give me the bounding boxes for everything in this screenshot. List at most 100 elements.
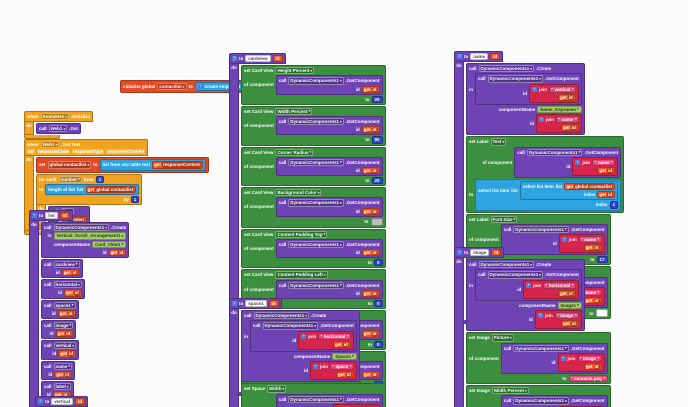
get-variable-block[interactable]: get global contactlist bbox=[85, 185, 137, 193]
get-variable-block[interactable]: get id bbox=[361, 207, 380, 215]
get-variable-block[interactable]: get id bbox=[558, 289, 576, 297]
get-variable-block[interactable]: get id bbox=[361, 166, 380, 175]
get-variable-block[interactable]: get id bbox=[61, 269, 80, 277]
text-string-block[interactable]: “ contacts.png ” bbox=[568, 375, 608, 383]
text-string-block[interactable]: “ space ” bbox=[330, 363, 354, 371]
dropdown-field[interactable]: DynamicComponents1▾ bbox=[253, 312, 310, 320]
dropdown-field[interactable]: DynamicComponents1▾ bbox=[513, 397, 569, 405]
dropdown-field[interactable]: global contactlist ▾ bbox=[47, 161, 92, 169]
variable-dropdown[interactable]: id bbox=[371, 290, 378, 296]
number-block[interactable]: 17 bbox=[596, 256, 608, 264]
number-block[interactable]: 20 bbox=[371, 177, 383, 185]
get-variable-block[interactable]: get responseContent bbox=[152, 161, 203, 169]
initialize-global-contactlist[interactable]: initialize global contactlist ▾ to + create e… bbox=[120, 80, 247, 94]
procedure-name-field[interactable]: image bbox=[470, 249, 490, 257]
parameter-chip[interactable]: id bbox=[490, 53, 501, 61]
get-variable-block[interactable]: get id bbox=[361, 249, 380, 257]
dropdown-field[interactable]: Font Size ▾ bbox=[490, 215, 518, 223]
dropdown-field[interactable]: label ▾ bbox=[53, 382, 71, 391]
mutator-icon[interactable]: + bbox=[526, 281, 532, 288]
join-text-block[interactable]: + join “ horizontal ” get id bbox=[298, 330, 354, 350]
get-variable-block[interactable]: get id bbox=[58, 350, 77, 358]
number-block[interactable]: 1 bbox=[609, 201, 619, 209]
dropdown-field[interactable]: Content Padding Left ▾ bbox=[275, 271, 328, 279]
text-string-block[interactable]: “ vertical ” bbox=[549, 85, 576, 93]
dropdown-field[interactable]: DynamicComponents1▾ bbox=[288, 77, 344, 85]
procedure-icon[interactable]: ? bbox=[232, 55, 237, 62]
mutator-icon[interactable]: + bbox=[532, 85, 538, 92]
get-variable-block[interactable]: get id bbox=[64, 289, 82, 297]
component-block[interactable]: Name_Kaysaeen ▾ bbox=[537, 105, 582, 114]
procedure-vertical-partial[interactable]: ?toverticaliddocallDynamicComponents1▾.C… bbox=[35, 396, 135, 407]
dropdown-field[interactable]: Content Padding Top ▾ bbox=[275, 230, 328, 238]
dynamiccomponents-getcomponent-block[interactable]: callDynamicComponents1▾.GetComponentid+j… bbox=[500, 395, 608, 407]
dropdown-field[interactable]: Web1 ▾ bbox=[48, 125, 68, 133]
get-variable-block[interactable]: get id bbox=[597, 191, 616, 199]
variable-dropdown[interactable]: responseContent bbox=[161, 162, 201, 168]
dropdown-field[interactable]: DynamicComponents1▾ bbox=[53, 224, 110, 232]
procedure-list[interactable]: ? to list id do call DynamicComponents1 ▾ .Creat… bbox=[29, 210, 130, 407]
variable-dropdown[interactable]: id bbox=[345, 372, 352, 378]
dropdown-field[interactable]: DynamicComponents1▾ bbox=[288, 158, 344, 166]
mutator-icon[interactable]: + bbox=[537, 312, 543, 319]
mutator-icon[interactable]: + bbox=[575, 159, 581, 165]
parameter-chip[interactable]: id bbox=[59, 212, 70, 220]
dropdown-field[interactable]: horizontal ▾ bbox=[53, 281, 82, 289]
dropdown-field[interactable]: space1 ▾ bbox=[53, 301, 76, 309]
mutator-icon[interactable]: + bbox=[560, 355, 566, 361]
dynamiccomponents-create-block[interactable]: call DynamicComponents1 ▾ .Create in call Dyna… bbox=[241, 310, 360, 383]
color-block[interactable] bbox=[370, 217, 383, 226]
join-text-block[interactable]: + join “ horizontal ” get id bbox=[523, 279, 579, 299]
procedure-icon[interactable]: ? bbox=[457, 249, 462, 256]
mutator-icon[interactable]: + bbox=[301, 332, 307, 339]
procedure-list-block[interactable]: ? to list id do call DynamicComponents1 ▾ .Creat… bbox=[29, 210, 130, 407]
variable-dropdown[interactable]: id bbox=[593, 363, 600, 370]
dropdown-field[interactable]: Width ▾ bbox=[267, 385, 287, 393]
mutator-icon[interactable]: + bbox=[539, 116, 545, 123]
variable-dropdown[interactable]: id bbox=[62, 392, 69, 398]
mutator-icon[interactable]: + bbox=[561, 236, 567, 242]
call-web-get-block[interactable]: call Web1 ▾ .Get bbox=[36, 123, 81, 135]
procedure-vertical-block[interactable]: ?toverticaliddocallDynamicComponents1▾.C… bbox=[35, 396, 135, 407]
set-global-contactlist-block[interactable]: set global contactlist ▾ to list from csv ta… bbox=[36, 157, 209, 173]
variable-dropdown[interactable]: id bbox=[65, 331, 72, 337]
variable-dropdown[interactable]: id bbox=[68, 351, 75, 357]
get-variable-block[interactable]: get id bbox=[361, 289, 380, 297]
dropdown-field[interactable]: Width Percent ▾ bbox=[275, 107, 313, 116]
variable-dropdown[interactable]: id bbox=[371, 372, 378, 378]
variable-dropdown[interactable]: id bbox=[593, 297, 600, 304]
mutator-icon[interactable]: + bbox=[313, 363, 319, 370]
call-vertical-block[interactable]: call vertical ▾ id get id bbox=[41, 340, 80, 360]
set-cardview-width-percent-block[interactable]: set Card View Width Percent ▾ of component c… bbox=[241, 105, 386, 146]
text-string-block[interactable]: “ horizontal ” bbox=[318, 332, 351, 340]
call-horizontal-block[interactable]: call horizontal ▾ id get id bbox=[41, 279, 85, 299]
text-string-block[interactable]: “ image ” bbox=[554, 312, 579, 320]
procedure-cardview[interactable]: ? to cardview id do set Card View Height Perce… bbox=[229, 53, 386, 396]
dropdown-field[interactable]: DynamicComponents1▾ bbox=[526, 148, 583, 156]
when-screen-initialize-block[interactable]: when Kontakte1 ▾ .Initialize do call Web1 ▾ .Get bbox=[24, 111, 94, 140]
component-block[interactable]: Space1 ▾ bbox=[332, 352, 357, 361]
variable-dropdown[interactable]: id bbox=[593, 245, 600, 251]
initialize-global-block[interactable]: initialize global contactlist ▾ to + create e… bbox=[120, 80, 247, 94]
procedure-icon[interactable]: ? bbox=[232, 300, 237, 307]
dynamiccomponents-create-block[interactable]: call DynamicComponents1 ▾ .Create in call Dyna… bbox=[466, 259, 585, 332]
procedure-image[interactable]: ? to image id do call DynamicComponents1 ▾ .Crea… bbox=[454, 247, 611, 407]
set-image-picture-block[interactable]: set Image Picture ▾ of component call Dynamic… bbox=[466, 332, 611, 385]
set-cardview-content-padding-top-block[interactable]: set Card View Content Padding Top ▾ of comp… bbox=[241, 228, 386, 269]
dropdown-field[interactable]: DynamicComponents1▾ bbox=[513, 225, 569, 233]
procedure-icon[interactable]: ? bbox=[38, 398, 43, 405]
dropdown-field[interactable]: Picture ▾ bbox=[491, 334, 514, 342]
get-variable-block[interactable]: get id bbox=[597, 166, 616, 175]
get-variable-block[interactable]: get global contactlist bbox=[564, 183, 616, 191]
text-string-block[interactable]: “ horizontal ” bbox=[543, 281, 576, 289]
